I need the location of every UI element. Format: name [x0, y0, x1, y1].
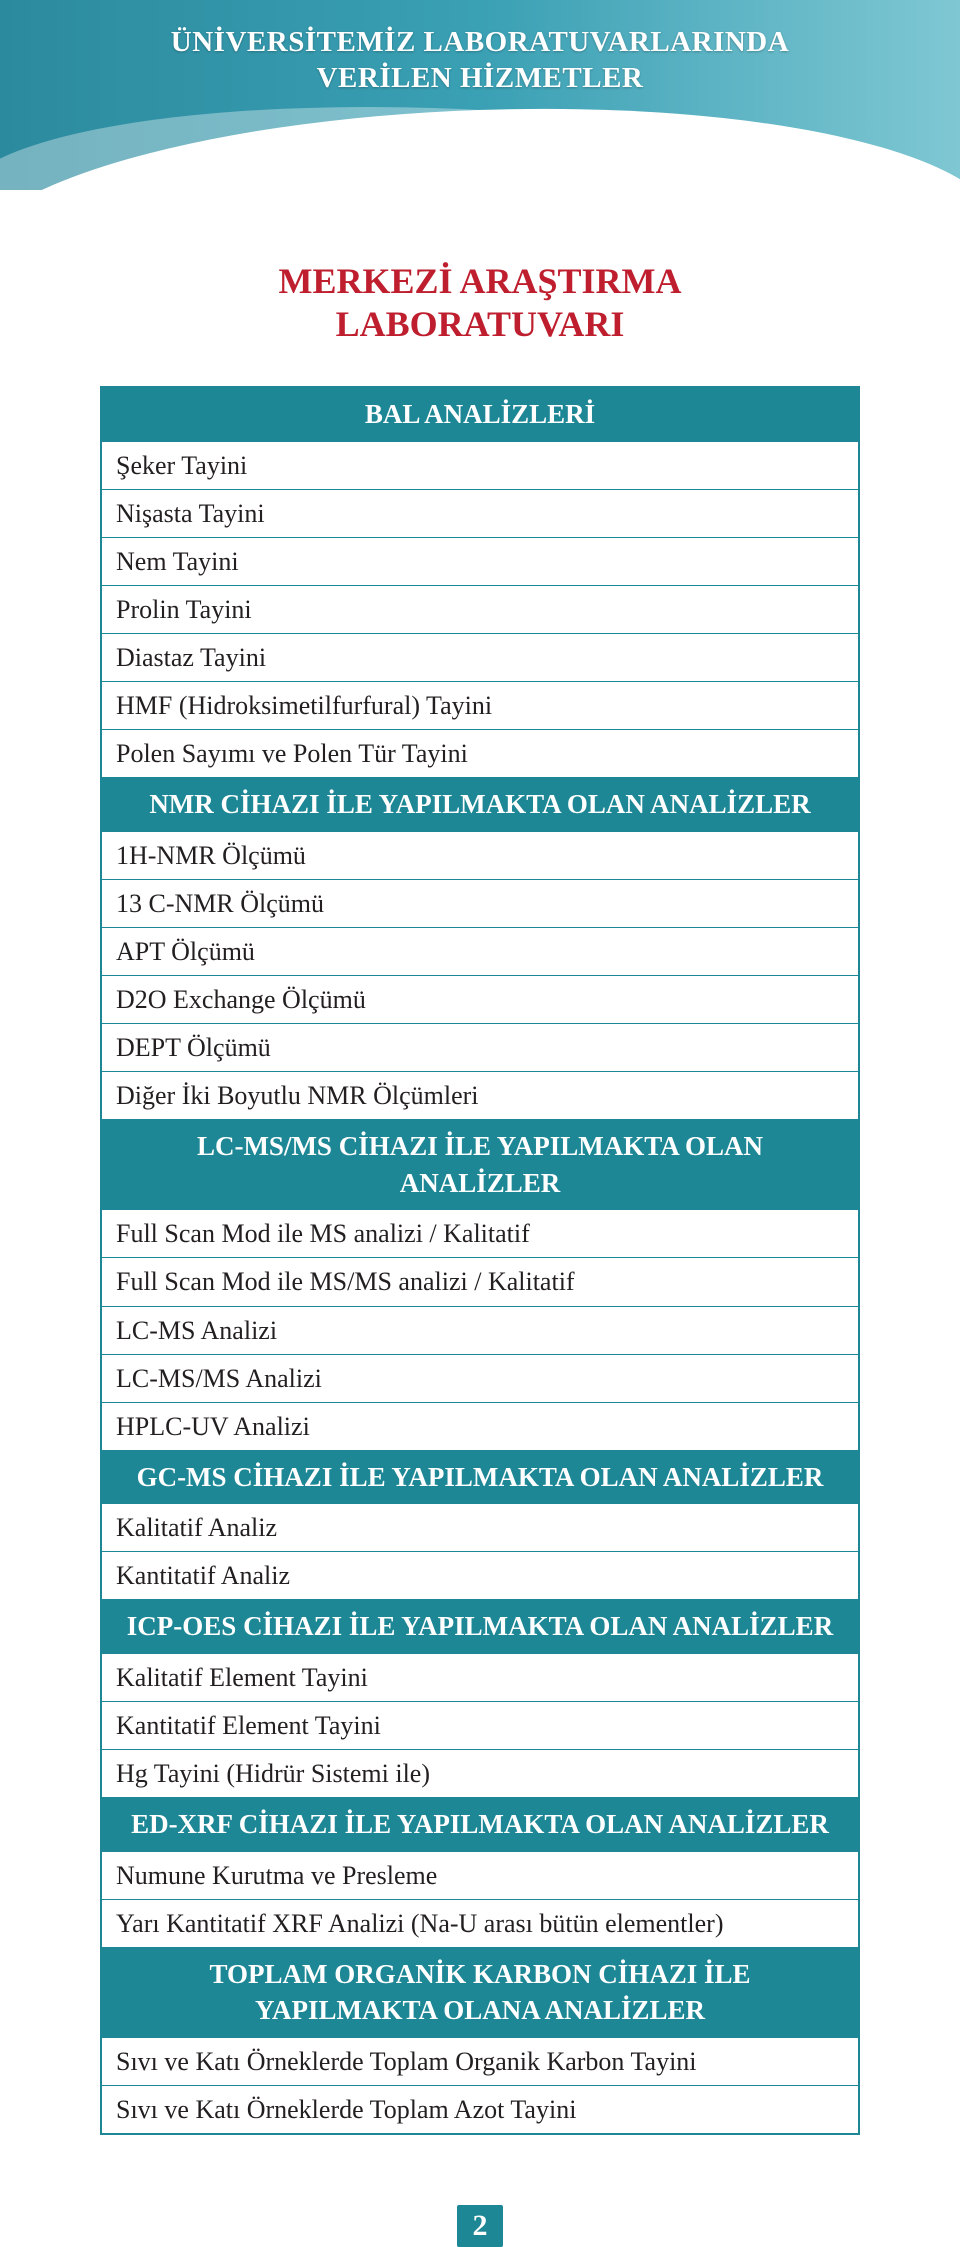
section-header-cell: ICP-OES CİHAZI İLE YAPILMAKTA OLAN ANALİ…	[101, 1600, 859, 1653]
section-header-cell: TOPLAM ORGANİK KARBON CİHAZI İLE YAPILMA…	[101, 1947, 859, 2037]
service-cell: Diğer İki Boyutlu NMR Ölçümleri	[101, 1072, 859, 1120]
section-header-cell: ED-XRF CİHAZI İLE YAPILMAKTA OLAN ANALİZ…	[101, 1798, 859, 1851]
service-cell: Numune Kurutma ve Presleme	[101, 1851, 859, 1899]
service-cell: Diastaz Tayini	[101, 634, 859, 682]
service-cell: Full Scan Mod ile MS analizi / Kalitatif	[101, 1210, 859, 1258]
banner-title-line2: VERİLEN HİZMETLER	[317, 62, 644, 94]
service-cell: DEPT Ölçümü	[101, 1024, 859, 1072]
services-table: BAL ANALİZLERİŞeker TayiniNişasta Tayini…	[100, 386, 860, 2134]
table-row: Sıvı ve Katı Örneklerde Toplam Azot Tayi…	[101, 2085, 859, 2134]
section-header-cell: LC-MS/MS CİHAZI İLE YAPILMAKTA OLAN ANAL…	[101, 1120, 859, 1210]
table-row: Prolin Tayini	[101, 586, 859, 634]
top-banner: ÜNİVERSİTEMİZ LABORATUVARLARINDA VERİLEN…	[0, 0, 960, 190]
service-cell: HPLC-UV Analizi	[101, 1402, 859, 1450]
table-row: Nişasta Tayini	[101, 489, 859, 537]
table-row: HMF (Hidroksimetilfurfural) Tayini	[101, 682, 859, 730]
table-row: Numune Kurutma ve Presleme	[101, 1851, 859, 1899]
table-row: TOPLAM ORGANİK KARBON CİHAZI İLE YAPILMA…	[101, 1947, 859, 2037]
table-row: ICP-OES CİHAZI İLE YAPILMAKTA OLAN ANALİ…	[101, 1600, 859, 1653]
service-cell: Sıvı ve Katı Örneklerde Toplam Azot Tayi…	[101, 2085, 859, 2134]
banner-title-line1: ÜNİVERSİTEMİZ LABORATUVARLARINDA	[171, 26, 789, 58]
service-cell: Hg Tayini (Hidrür Sistemi ile)	[101, 1750, 859, 1798]
page-number: 2	[457, 2205, 503, 2247]
service-cell: LC-MS/MS Analizi	[101, 1354, 859, 1402]
banner-title: ÜNİVERSİTEMİZ LABORATUVARLARINDA VERİLEN…	[0, 24, 960, 97]
main-heading-line2: LABORATUVARI	[336, 304, 625, 344]
table-row: Hg Tayini (Hidrür Sistemi ile)	[101, 1750, 859, 1798]
section-header-cell: GC-MS CİHAZI İLE YAPILMAKTA OLAN ANALİZL…	[101, 1450, 859, 1503]
table-row: Yarı Kantitatif XRF Analizi (Na-U arası …	[101, 1899, 859, 1947]
table-row: LC-MS/MS CİHAZI İLE YAPILMAKTA OLAN ANAL…	[101, 1120, 859, 1210]
service-cell: Kalitatif Analiz	[101, 1504, 859, 1552]
table-row: ED-XRF CİHAZI İLE YAPILMAKTA OLAN ANALİZ…	[101, 1798, 859, 1851]
table-row: Full Scan Mod ile MS analizi / Kalitatif	[101, 1210, 859, 1258]
table-row: BAL ANALİZLERİ	[101, 387, 859, 441]
table-row: 13 C-NMR Ölçümü	[101, 880, 859, 928]
table-row: Şeker Tayini	[101, 441, 859, 489]
table-row: Sıvı ve Katı Örneklerde Toplam Organik K…	[101, 2037, 859, 2085]
table-row: Polen Sayımı ve Polen Tür Tayini	[101, 730, 859, 778]
table-row: LC-MS Analizi	[101, 1306, 859, 1354]
service-cell: Polen Sayımı ve Polen Tür Tayini	[101, 730, 859, 778]
table-row: DEPT Ölçümü	[101, 1024, 859, 1072]
table-row: 1H-NMR Ölçümü	[101, 831, 859, 879]
service-cell: Kantitatif Element Tayini	[101, 1701, 859, 1749]
service-cell: Kantitatif Analiz	[101, 1552, 859, 1600]
table-row: GC-MS CİHAZI İLE YAPILMAKTA OLAN ANALİZL…	[101, 1450, 859, 1503]
table-row: Kantitatif Analiz	[101, 1552, 859, 1600]
table-row: HPLC-UV Analizi	[101, 1402, 859, 1450]
service-cell: Full Scan Mod ile MS/MS analizi / Kalita…	[101, 1258, 859, 1306]
service-cell: Nem Tayini	[101, 538, 859, 586]
table-row: Kalitatif Analiz	[101, 1504, 859, 1552]
service-cell: 13 C-NMR Ölçümü	[101, 880, 859, 928]
table-row: Full Scan Mod ile MS/MS analizi / Kalita…	[101, 1258, 859, 1306]
section-header-cell: BAL ANALİZLERİ	[101, 387, 859, 441]
table-row: Kantitatif Element Tayini	[101, 1701, 859, 1749]
table-row: Diğer İki Boyutlu NMR Ölçümleri	[101, 1072, 859, 1120]
table-row: NMR CİHAZI İLE YAPILMAKTA OLAN ANALİZLER	[101, 778, 859, 831]
service-cell: Kalitatif Element Tayini	[101, 1653, 859, 1701]
services-table-body: BAL ANALİZLERİŞeker TayiniNişasta Tayini…	[101, 387, 859, 2133]
section-header-cell: NMR CİHAZI İLE YAPILMAKTA OLAN ANALİZLER	[101, 778, 859, 831]
table-row: LC-MS/MS Analizi	[101, 1354, 859, 1402]
table-row: Kalitatif Element Tayini	[101, 1653, 859, 1701]
service-cell: Nişasta Tayini	[101, 489, 859, 537]
table-row: D2O Exchange Ölçümü	[101, 976, 859, 1024]
main-heading: MERKEZİ ARAŞTIRMA LABORATUVARI	[0, 260, 960, 346]
main-heading-line1: MERKEZİ ARAŞTIRMA	[278, 261, 681, 301]
table-row: APT Ölçümü	[101, 928, 859, 976]
service-cell: LC-MS Analizi	[101, 1306, 859, 1354]
service-cell: HMF (Hidroksimetilfurfural) Tayini	[101, 682, 859, 730]
service-cell: Sıvı ve Katı Örneklerde Toplam Organik K…	[101, 2037, 859, 2085]
table-row: Nem Tayini	[101, 538, 859, 586]
service-cell: Şeker Tayini	[101, 441, 859, 489]
page: ÜNİVERSİTEMİZ LABORATUVARLARINDA VERİLEN…	[0, 0, 960, 2247]
page-number-wrap: 2	[0, 2205, 960, 2247]
service-cell: Prolin Tayini	[101, 586, 859, 634]
service-cell: APT Ölçümü	[101, 928, 859, 976]
service-cell: Yarı Kantitatif XRF Analizi (Na-U arası …	[101, 1899, 859, 1947]
table-row: Diastaz Tayini	[101, 634, 859, 682]
service-cell: 1H-NMR Ölçümü	[101, 831, 859, 879]
service-cell: D2O Exchange Ölçümü	[101, 976, 859, 1024]
